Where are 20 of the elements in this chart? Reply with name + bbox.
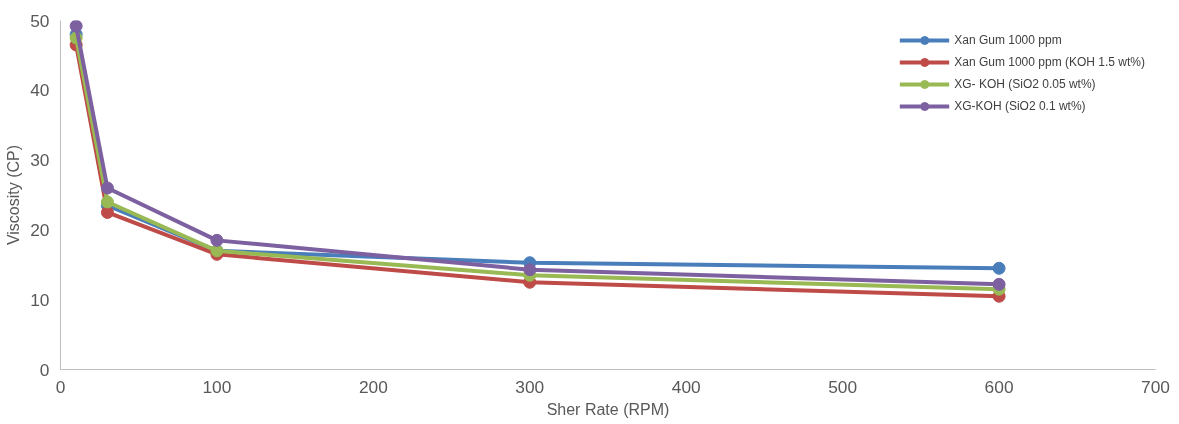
x-tick-label: 0: [55, 376, 66, 397]
y-axis-title: Viscosity (CP): [5, 144, 23, 246]
y-tick-label: 20: [30, 219, 50, 240]
x-tick-label: 500: [828, 376, 858, 397]
x-tick-label: 300: [515, 376, 545, 397]
x-tick-label: 700: [1141, 376, 1170, 397]
x-tick-label: 100: [202, 376, 232, 397]
legend-label: Xan Gum 1000 ppm: [954, 33, 1062, 47]
y-tick-label: 50: [30, 10, 50, 31]
y-tick-label: 40: [30, 80, 50, 101]
legend-label: Xan Gum 1000 ppm (KOH 1.5 wt%): [954, 55, 1145, 69]
x-tick-label: 600: [984, 376, 1014, 397]
x-tick-label: 200: [358, 376, 388, 397]
y-tick-label: 10: [30, 289, 50, 310]
x-tick-label: 400: [671, 376, 701, 397]
legend-label: XG-KOH (SiO2 0.1 wt%): [954, 99, 1086, 113]
legend-label: XG- KOH (SiO2 0.05 wt%): [954, 77, 1096, 91]
x-axis-title: Sher Rate (RPM): [546, 400, 670, 418]
y-tick-label: 30: [30, 150, 50, 171]
y-tick-label: 0: [39, 359, 50, 380]
